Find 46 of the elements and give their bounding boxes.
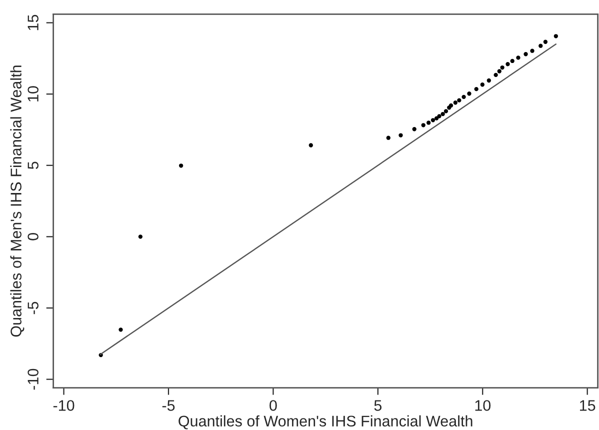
x-tick-label: 10 (475, 400, 491, 411)
point (178, 164, 184, 168)
point (437, 114, 442, 118)
x-tick-label: -5 (162, 400, 175, 411)
point (500, 65, 504, 70)
point (486, 78, 491, 83)
point (412, 127, 416, 132)
point (138, 234, 143, 239)
point (440, 112, 445, 116)
point (467, 92, 472, 96)
point (448, 103, 454, 108)
y-axis-title: Quantiles of Men's IHS Financial Wealth (10, 66, 24, 337)
y-tick-label: 5 (28, 162, 38, 170)
point (421, 123, 426, 128)
y-tick-label: 15 (28, 14, 38, 30)
point (510, 58, 514, 64)
x-tick-label: 15 (580, 400, 596, 411)
y-tick-label: -5 (28, 302, 38, 314)
point (457, 98, 462, 102)
point (497, 69, 502, 74)
point (386, 136, 390, 140)
point (543, 40, 548, 44)
x-tick-label: 5 (374, 400, 382, 411)
point (474, 86, 478, 92)
point (494, 72, 498, 78)
point (118, 328, 123, 332)
point (554, 34, 558, 38)
point (462, 94, 466, 99)
point (538, 44, 543, 48)
y-tick-label: -10 (28, 368, 38, 390)
y-tick-label: 0 (28, 233, 38, 240)
point (308, 143, 313, 148)
point (524, 52, 528, 56)
x-axis-title: Quantiles of Women's IHS Financial Wealth (178, 415, 472, 430)
point (444, 109, 448, 114)
point (516, 56, 520, 60)
y-tick-label: 10 (28, 86, 38, 102)
x-tick-label: -10 (53, 400, 74, 411)
point (398, 133, 403, 138)
point (506, 62, 510, 66)
point (430, 118, 436, 122)
x-tick-label: 0 (270, 400, 277, 411)
point (480, 82, 484, 87)
point (530, 48, 534, 53)
point (453, 100, 458, 105)
point (426, 120, 431, 125)
